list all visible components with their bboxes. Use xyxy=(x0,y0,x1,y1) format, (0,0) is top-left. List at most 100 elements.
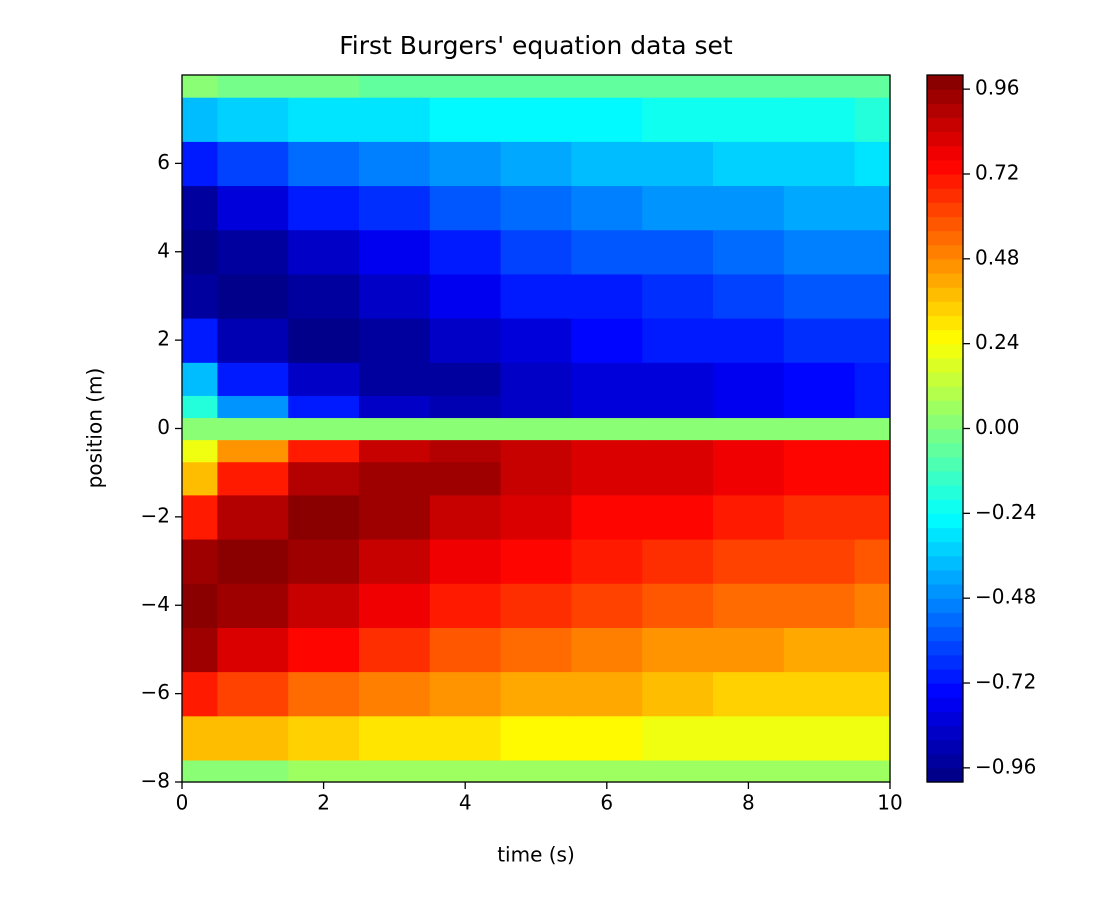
contour-cell xyxy=(182,461,218,496)
contour-cell xyxy=(783,273,856,319)
contour-cell xyxy=(182,439,218,463)
contour-cell xyxy=(642,671,714,717)
colorbar-band xyxy=(927,414,963,430)
contour-cell xyxy=(571,627,643,673)
contour-cell xyxy=(854,461,891,496)
colorbar-band xyxy=(927,400,963,415)
contour-cell xyxy=(217,671,289,717)
contour-cell xyxy=(429,627,502,673)
colorbar-band xyxy=(927,159,963,175)
contour-cell xyxy=(854,141,891,187)
colorbar-band xyxy=(927,131,963,147)
contour-cell xyxy=(642,141,714,187)
contour-cell xyxy=(288,583,360,628)
contour-cell xyxy=(288,461,360,496)
y-tick-label: −2 xyxy=(141,503,170,527)
contour-cell xyxy=(359,759,431,783)
y-tick-label: 0 xyxy=(157,415,170,439)
contour-cell xyxy=(854,97,891,142)
contour-cell xyxy=(783,362,856,396)
contour-cell xyxy=(783,417,856,441)
contour-cell xyxy=(854,538,891,584)
contour-cell xyxy=(429,759,502,783)
contour-cell xyxy=(217,185,289,231)
contour-cell xyxy=(642,715,714,761)
contour-cell xyxy=(500,439,572,463)
contour-cell xyxy=(854,273,891,319)
y-tick-label: 4 xyxy=(157,238,170,262)
contour-cell xyxy=(783,461,856,496)
contour-cell xyxy=(182,185,218,231)
colorbar-band xyxy=(927,258,963,274)
contour-cell xyxy=(288,141,360,187)
chart-title: First Burgers' equation data set xyxy=(339,31,733,60)
colorbar-band xyxy=(927,244,963,260)
contour-cell xyxy=(288,759,360,783)
colorbar-band xyxy=(927,343,963,359)
contour-cell xyxy=(429,97,502,142)
contour-cell xyxy=(429,715,502,761)
contour-cell xyxy=(182,538,218,584)
contour-cell xyxy=(217,538,289,584)
contour-cell xyxy=(713,273,785,319)
contour-cell xyxy=(571,185,643,231)
contour-cell xyxy=(713,494,785,540)
y-tick-label: −6 xyxy=(141,680,170,704)
contour-cell xyxy=(429,229,502,275)
colorbar-band xyxy=(927,117,963,133)
colorbar-band xyxy=(927,103,963,119)
contour-cell xyxy=(854,75,891,98)
colorbar-band xyxy=(927,329,963,345)
colorbar-band xyxy=(927,569,963,585)
colorbar-band xyxy=(927,555,963,571)
colorbar-band xyxy=(927,75,963,90)
contour-cell xyxy=(217,715,289,761)
contour-cell xyxy=(642,417,714,441)
colorbar-band xyxy=(927,527,963,543)
contour-cell xyxy=(854,494,891,540)
contour-cell xyxy=(783,715,856,761)
contour-cell xyxy=(288,627,360,673)
contour-cell xyxy=(713,395,785,419)
contour-cell xyxy=(359,538,431,584)
contour-cell xyxy=(217,395,289,419)
contour-cell xyxy=(854,439,891,463)
contour-cell xyxy=(642,273,714,319)
contour-cell xyxy=(217,97,289,142)
contour-cell xyxy=(713,715,785,761)
contour-cell xyxy=(713,362,785,396)
contour-cell xyxy=(642,627,714,673)
contour-cell xyxy=(571,417,643,441)
colorbar-band xyxy=(927,357,963,373)
colorbar-band xyxy=(927,216,963,232)
contour-cell xyxy=(854,318,891,363)
contour-cell xyxy=(429,185,502,231)
colorbar-band xyxy=(927,739,963,755)
contour-cell xyxy=(288,75,360,98)
contour-cell xyxy=(713,141,785,187)
contour-cell xyxy=(783,759,856,783)
colorbar-band xyxy=(927,711,963,727)
colorbar-tick-label: 0.00 xyxy=(975,415,1020,439)
contour-cell xyxy=(783,75,856,98)
contour-cell xyxy=(217,759,289,783)
contour-cell xyxy=(500,759,572,783)
colorbar-band xyxy=(927,513,963,529)
contour-cell xyxy=(288,362,360,396)
contour-cell xyxy=(500,75,572,98)
contour-cell xyxy=(359,417,431,441)
contour-cell xyxy=(429,461,502,496)
contour-cell xyxy=(288,97,360,142)
contour-cell xyxy=(288,395,360,419)
colorbar-band xyxy=(927,145,963,161)
contour-cell xyxy=(429,494,502,540)
colorbar-band xyxy=(927,541,963,557)
colorbar-band xyxy=(927,287,963,302)
contour-cell xyxy=(359,362,431,396)
contour-cell xyxy=(288,417,360,441)
colorbar-band xyxy=(927,499,963,514)
colorbar xyxy=(927,75,963,783)
contour-cell xyxy=(783,141,856,187)
contour-cell xyxy=(217,75,289,98)
